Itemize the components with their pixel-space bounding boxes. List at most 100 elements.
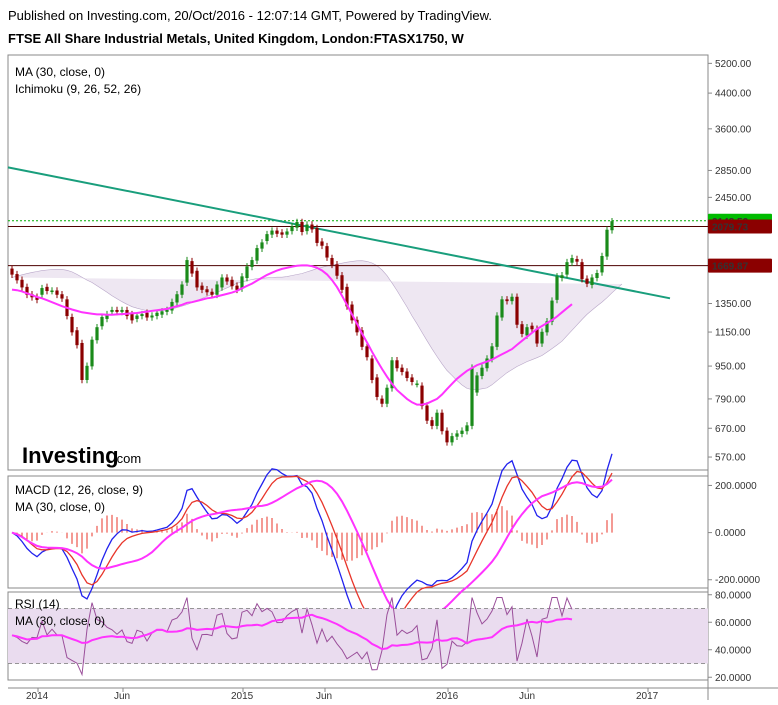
rsi-line (11, 596, 573, 677)
macd-ma-legend: MA (30, close, 0) (15, 500, 105, 514)
candle-body (570, 258, 574, 263)
candle-body (340, 275, 344, 290)
price-ma-legend: MA (30, close, 0) (15, 65, 105, 79)
candle-body (530, 325, 534, 330)
candle-body (195, 270, 199, 288)
candle-body (480, 367, 484, 376)
price-badge-2: 1669.87 (708, 258, 772, 273)
price-tick-label: 570.00 (715, 453, 746, 464)
rsi-ma-legend: MA (30, close, 0) (15, 614, 105, 628)
candle-body (150, 315, 154, 318)
time-tick-label: Jun (316, 691, 332, 702)
candle-body (260, 242, 264, 249)
chart-title: FTSE All Share Industrial Metals, United… (8, 31, 464, 46)
candle-body (330, 258, 334, 265)
candle-body (215, 284, 219, 295)
candle-body (50, 290, 54, 293)
candle-body (160, 311, 164, 315)
candle-body (100, 316, 104, 327)
macd-signal-line (11, 470, 613, 636)
price-badge-label: 2079.73 (712, 223, 749, 234)
macd-ma-line (11, 478, 613, 624)
candle-body (485, 358, 489, 369)
candle-body (285, 231, 289, 235)
candle-body (225, 277, 229, 282)
candle-body (325, 246, 329, 258)
candle-body (155, 312, 159, 317)
price-tick-label: 3600.00 (715, 124, 752, 135)
candle-body (415, 383, 419, 386)
candle-body (20, 279, 24, 288)
candle-body (270, 230, 274, 235)
candle-body (505, 299, 509, 302)
price-tick-label: 4400.00 (715, 89, 752, 100)
candle-body (290, 226, 294, 232)
candle-body (335, 264, 339, 276)
price-badge-label: 1669.87 (712, 262, 749, 273)
candle-body (135, 315, 139, 319)
price-badge-bg (708, 219, 772, 234)
published-caption: Published on Investing.com, 20/Oct/2016 … (8, 8, 492, 23)
candle-body (145, 312, 149, 318)
candle-body (435, 412, 439, 426)
candle-body (445, 430, 449, 443)
candle-body (555, 276, 559, 300)
candle-body (610, 221, 614, 231)
candle-body (370, 358, 374, 380)
candle-body (520, 324, 524, 334)
candle-body (575, 259, 579, 262)
candle-body (310, 224, 314, 230)
candle-body (475, 375, 479, 393)
candle-body (120, 309, 124, 312)
candle-body (180, 284, 184, 295)
candle-body (455, 433, 459, 437)
candle-body (300, 222, 304, 232)
candle-body (425, 405, 429, 421)
candle-body (175, 294, 179, 303)
candle-body (250, 260, 254, 267)
candle-body (465, 425, 469, 432)
time-tick-label: Jun (114, 691, 130, 702)
candle-body (45, 286, 49, 292)
candle-body (550, 300, 554, 322)
candle-body (440, 412, 444, 432)
candle-body (560, 275, 564, 279)
candle-body (540, 331, 544, 344)
investing-logo-suffix: .com (113, 451, 141, 466)
rsi-tick-label: 80.0000 (715, 590, 752, 601)
candle-body (220, 277, 224, 288)
rsi-tick-label: 20.0000 (715, 673, 752, 684)
rsi-legend: RSI (14) (15, 597, 60, 611)
candle-body (245, 266, 249, 279)
price-badge-1: 2079.73 (708, 219, 772, 234)
trend-line (7, 166, 671, 300)
macd-line (11, 453, 613, 646)
candle-body (600, 256, 604, 273)
candle-body (510, 296, 514, 302)
candle-body (70, 316, 74, 333)
candle-body (535, 328, 539, 344)
candle-body (590, 277, 594, 285)
candle-body (450, 436, 454, 443)
candle-body (400, 367, 404, 373)
price-tick-label: 1350.00 (715, 299, 752, 310)
candle-body (460, 430, 464, 434)
candle-body (470, 367, 474, 426)
candle-body (495, 315, 499, 347)
candle-body (210, 291, 214, 295)
candle-body (60, 294, 64, 299)
candle-body (115, 309, 119, 312)
macd-tick-label: -200.0000 (715, 575, 760, 586)
candle-body (580, 262, 584, 280)
candle-body (380, 398, 384, 404)
time-tick-label: 2014 (26, 691, 49, 702)
price-tick-label: 2850.00 (715, 166, 752, 177)
candle-body (190, 261, 194, 274)
candle-body (110, 309, 114, 312)
candle-body (490, 346, 494, 359)
candle-body (595, 272, 599, 279)
candle-body (365, 346, 369, 358)
candle-body (230, 279, 234, 287)
candle-body (185, 260, 189, 283)
